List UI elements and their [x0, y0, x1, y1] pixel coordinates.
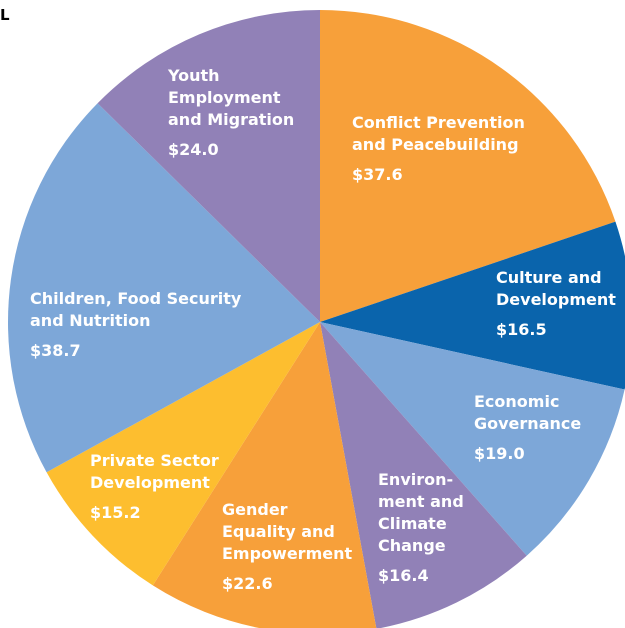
slice-label-line: Equality and — [222, 522, 335, 541]
slice-label-line: and Peacebuilding — [352, 135, 519, 154]
slice-label: Youth Employment and Migration $24.0 — [167, 66, 294, 159]
slice-label-line: Children, Food Security — [30, 289, 242, 308]
pie-slice — [320, 322, 625, 556]
slice-label: Culture and Development $16.5 — [496, 268, 616, 339]
slice-label-line: and Nutrition — [30, 311, 151, 330]
slice-label-line: Development — [90, 473, 210, 492]
slice-label-line: ment and — [378, 492, 464, 511]
slice-label: Children, Food Security and Nutrition $38.… — [30, 289, 242, 360]
slice-value-label: $15.2 — [90, 503, 141, 522]
slice-label-line: Conflict Prevention — [352, 113, 525, 132]
corner-text: L — [0, 6, 10, 24]
pie-slice — [320, 322, 527, 628]
slice-label-line: Youth — [167, 66, 220, 85]
slice-label-line: Gender — [222, 500, 288, 519]
pie-slice — [46, 322, 321, 586]
slice-value-label: $22.6 — [222, 574, 273, 593]
slice-label-line: Environ- — [378, 470, 453, 489]
slice-value-label: $16.5 — [496, 320, 547, 339]
pie-slice — [7, 103, 321, 473]
slice-label-line: Employment — [168, 88, 281, 107]
pie-slices — [7, 10, 625, 628]
pie-labels: Conflict Prevention and Peacebuilding $37.… — [30, 66, 616, 593]
slice-label-line: Change — [378, 536, 446, 555]
slice-label-line: Governance — [474, 414, 581, 433]
slice-label: Economic Governance $19.0 — [474, 392, 581, 463]
slice-label-line: Climate — [378, 514, 447, 533]
pie-slice — [152, 322, 377, 628]
slice-value-label: $37.6 — [352, 165, 403, 184]
pie-slice — [97, 10, 320, 322]
slice-label: Gender Equality and Empowerment $22.6 — [222, 500, 352, 593]
slice-label-line: Private Sector — [90, 451, 219, 470]
slice-value-label: $38.7 — [30, 341, 81, 360]
slice-label: Private Sector Development $15.2 — [90, 451, 219, 522]
slice-label-line: Economic — [474, 392, 559, 411]
slice-label-line: Culture and — [496, 268, 602, 287]
slice-label-line: Empowerment — [222, 544, 352, 563]
slice-label-line: Development — [496, 290, 616, 309]
slice-label: Environ-ment and Climate Change $16.4 — [378, 470, 464, 585]
slice-value-label: $24.0 — [168, 140, 219, 159]
slice-value-label: $16.4 — [378, 566, 429, 585]
slice-label: Conflict Prevention and Peacebuilding $37.… — [352, 113, 525, 184]
slice-value-label: $19.0 — [474, 444, 525, 463]
slice-label-line: and Migration — [168, 110, 294, 129]
pie-slice — [320, 221, 625, 390]
pie-slice — [320, 10, 616, 322]
